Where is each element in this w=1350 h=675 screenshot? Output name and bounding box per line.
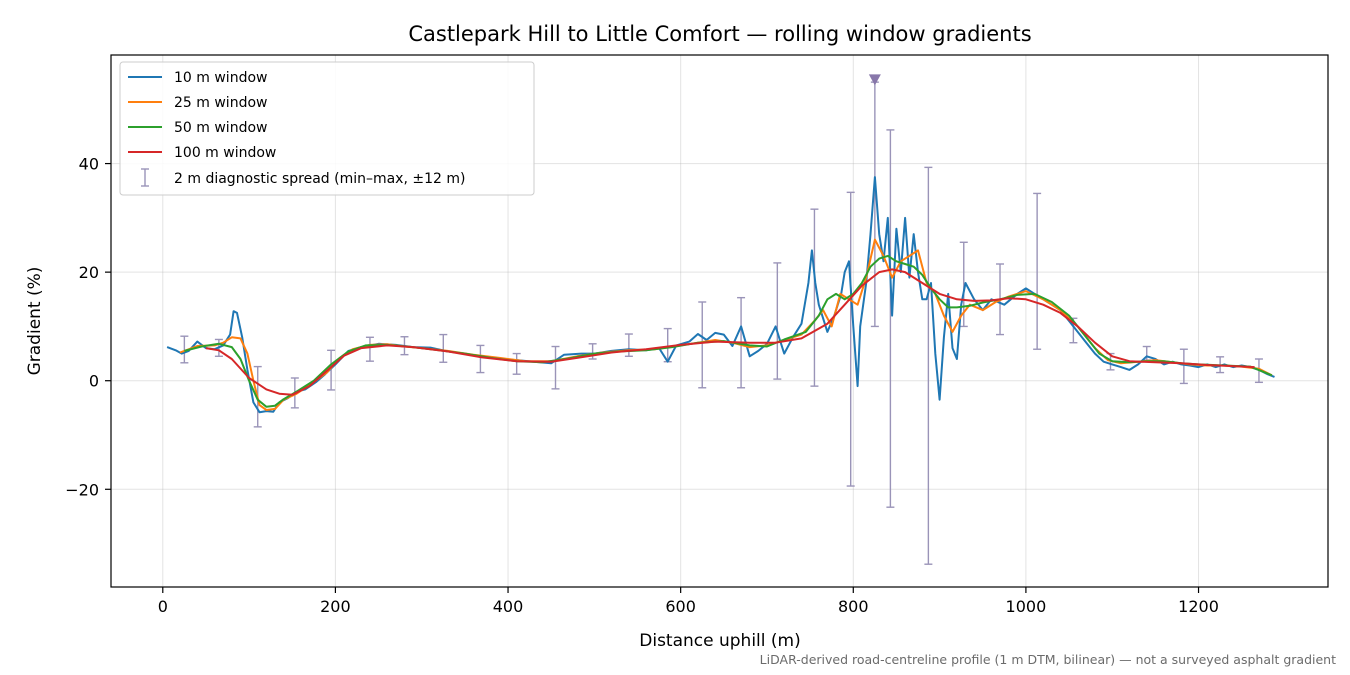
error-bar	[924, 166, 933, 565]
x-axis-label: Distance uphill (m)	[639, 631, 800, 651]
plot-area	[166, 74, 1275, 565]
error-bar	[846, 191, 855, 487]
y-axis-label: Gradient (%)	[25, 267, 45, 376]
x-tick-label: 400	[493, 597, 524, 616]
x-tick-label: 600	[665, 597, 696, 616]
error-bar	[1179, 348, 1188, 385]
legend: 10 m window 25 m window 50 m window 100 …	[119, 61, 535, 196]
error-bar	[698, 301, 707, 389]
error-bar	[810, 208, 819, 387]
axes-frame	[110, 54, 1329, 588]
x-tick-label: 1000	[1006, 597, 1047, 616]
x-tick-label: 800	[838, 597, 869, 616]
legend-swatch-errorbar	[141, 168, 149, 187]
legend-label-25m: 25 m window	[174, 95, 267, 111]
legend-label-50m: 50 m window	[174, 120, 267, 136]
legend-box	[119, 61, 535, 196]
error-bar	[773, 262, 782, 380]
legend-label-10m: 10 m window	[174, 70, 267, 86]
y-tick-label: 20	[79, 263, 99, 282]
y-tick-label: −20	[65, 480, 99, 499]
y-tick-label: 0	[89, 372, 99, 391]
error-bar	[476, 344, 485, 374]
footnote: LiDAR-derived road-centreline profile (1…	[760, 652, 1336, 667]
x-tick-label: 0	[158, 597, 168, 616]
series-line-3	[205, 268, 1255, 396]
series-line-2	[184, 254, 1273, 408]
error-bar	[512, 352, 521, 375]
error-bar	[327, 349, 336, 391]
error-bar	[180, 335, 189, 364]
x-tick-label: 200	[320, 597, 351, 616]
legend-label-errorbar: 2 m diagnostic spread (min–max, ±12 m)	[174, 171, 465, 187]
peak-marker	[868, 74, 881, 86]
error-bar	[365, 336, 374, 362]
error-bar	[439, 333, 448, 363]
error-bar	[551, 345, 560, 390]
error-bar	[886, 129, 895, 508]
error-bar	[624, 333, 633, 357]
axis-ticks: 0 200 400 600 800 1000 1200 −20 0 20 40	[65, 155, 1219, 616]
x-tick-label: 1200	[1178, 597, 1219, 616]
y-tick-label: 40	[79, 155, 99, 174]
error-bar	[1033, 192, 1042, 350]
legend-label-100m: 100 m window	[174, 145, 276, 161]
chart-title: Castlepark Hill to Little Comfort — roll…	[408, 22, 1031, 46]
